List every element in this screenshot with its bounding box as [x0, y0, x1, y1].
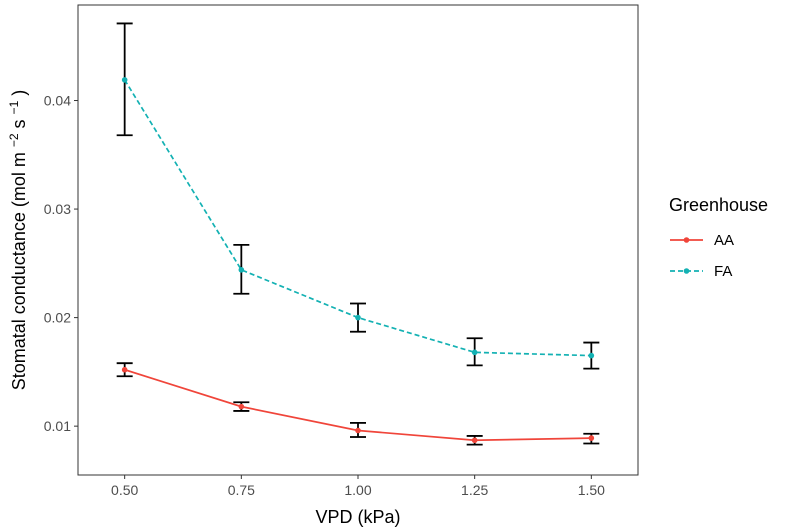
y-tick-label: 0.03 — [44, 201, 71, 217]
y-axis-title-suffix: ) — [9, 90, 29, 96]
data-point-aa — [121, 366, 128, 373]
legend-item-fa: FA — [670, 263, 732, 280]
y-tick-label: 0.01 — [44, 418, 71, 434]
x-tick-label: 1.25 — [461, 482, 488, 498]
legend-key-point — [683, 237, 690, 243]
legend-title: Greenhouse — [669, 195, 768, 215]
data-point-aa — [355, 427, 361, 434]
legend-item-aa: AA — [670, 232, 734, 249]
data-point-fa — [588, 352, 595, 359]
y-axis-title-middle: s — [9, 119, 29, 128]
y-axis-title: Stomatal conductance (mol m −2 s −1 ) — [7, 90, 29, 391]
x-tick-label: 1.50 — [578, 482, 605, 498]
legend-label: AA — [714, 232, 734, 249]
legend-key-point — [683, 268, 690, 274]
y-axis-title-superscript-2: −1 — [7, 100, 21, 114]
legend: Greenhouse AA FA — [669, 195, 768, 280]
axis-layer: 0.01 0.02 0.03 0.04 0.50 0.75 1.00 1.25 1.50 — [44, 4, 639, 498]
x-tick-label: 1.00 — [344, 482, 371, 498]
legend-label: FA — [714, 263, 732, 280]
data-point-aa — [588, 435, 595, 441]
x-tick-label: 0.75 — [228, 482, 255, 498]
series-layer — [116, 22, 600, 446]
y-tick-label: 0.02 — [44, 310, 71, 326]
legend-items: AA FA — [670, 232, 734, 280]
data-point-fa — [471, 349, 478, 356]
plot-border — [77, 4, 639, 476]
y-tick-label: 0.04 — [44, 93, 71, 109]
data-point-aa — [238, 403, 245, 410]
data-point-fa — [355, 314, 361, 321]
x-tick-label: 0.50 — [111, 482, 138, 498]
data-point-fa — [238, 267, 245, 273]
plot-panel-layer — [78, 5, 638, 475]
x-axis-title: VPD (kPa) — [315, 507, 400, 527]
plot-background — [78, 5, 638, 475]
y-axis-title-prefix: Stomatal conductance (mol m — [9, 152, 29, 390]
data-point-aa — [471, 437, 478, 444]
data-point-fa — [121, 77, 128, 83]
y-axis-title-superscript-1: −2 — [7, 133, 21, 147]
